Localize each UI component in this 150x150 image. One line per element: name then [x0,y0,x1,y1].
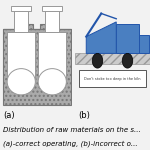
FancyBboxPatch shape [79,70,146,87]
Text: (b): (b) [78,111,90,120]
Polygon shape [139,34,148,53]
Ellipse shape [7,69,35,95]
Ellipse shape [38,69,66,95]
Text: (a)-correct operating, (b)-incorrect o...: (a)-correct operating, (b)-incorrect o..… [3,140,138,147]
Circle shape [122,53,133,68]
Polygon shape [11,6,31,11]
Polygon shape [116,24,139,53]
Text: (a): (a) [3,111,15,120]
Polygon shape [7,32,35,82]
Polygon shape [3,24,71,29]
Polygon shape [42,6,62,11]
Text: Don't stoke too deep in the kiln: Don't stoke too deep in the kiln [84,77,141,81]
Circle shape [92,53,103,68]
Polygon shape [38,32,66,82]
Polygon shape [86,22,116,53]
Polygon shape [14,11,28,32]
Text: Distribution of raw materials on the s...: Distribution of raw materials on the s..… [3,127,141,133]
Polygon shape [3,29,71,105]
Polygon shape [75,53,150,64]
Polygon shape [45,11,59,32]
